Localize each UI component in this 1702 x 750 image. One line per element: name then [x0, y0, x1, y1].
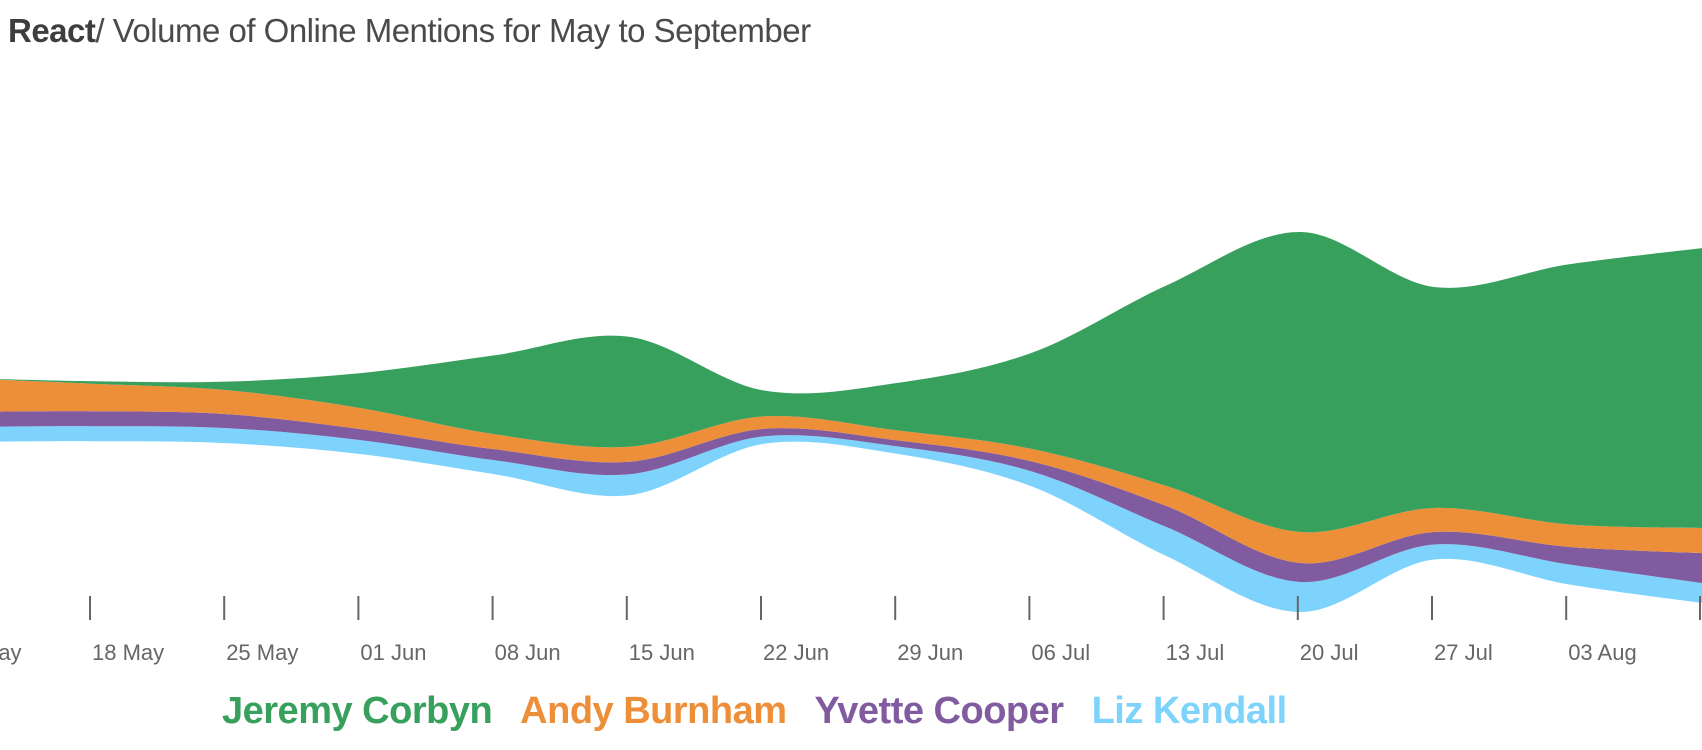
legend-item-liz-kendall: Liz Kendall [1091, 690, 1288, 732]
x-tick-label: 20 Jul [1300, 640, 1359, 665]
x-tick-label: 18 May [92, 640, 164, 665]
x-tick-label: May [0, 640, 22, 665]
x-tick-label: 27 Jul [1434, 640, 1493, 665]
legend: Jeremy Corbyn Andy Burnham Yvette Cooper Li… [222, 690, 1315, 733]
x-tick-label: 25 May [226, 640, 298, 665]
x-tick-label: 01 Jun [360, 640, 426, 665]
chart-title-brand: React [8, 12, 96, 49]
x-tick-label: 08 Jun [495, 640, 561, 665]
series-area-andy-burnham [0, 379, 1702, 564]
x-tick-label: 15 Jun [629, 640, 695, 665]
x-tick-label: 29 Jun [897, 640, 963, 665]
stream-layers [0, 231, 1702, 613]
chart-title-text: / Volume of Online Mentions for May to S… [95, 12, 811, 49]
x-tick-label: 03 Aug [1568, 640, 1637, 665]
legend-item-andy-burnham: Andy Burnham [520, 690, 787, 732]
x-axis: May 18 May 25 May 01 Jun 08 Jun 15 Jun 22 Jun 2… [0, 596, 1701, 665]
legend-item-jeremy-corbyn: Jeremy Corbyn [222, 690, 493, 732]
x-tick-label: 22 Jun [763, 640, 829, 665]
legend-item-yvette-cooper: Yvette Cooper [814, 690, 1065, 732]
chart-title: React/ Volume of Online Mentions for May… [8, 12, 811, 50]
series-area-jeremy-corbyn [0, 231, 1702, 533]
x-tick-label: 06 Jul [1031, 640, 1090, 665]
x-tick-label: 13 Jul [1166, 640, 1225, 665]
